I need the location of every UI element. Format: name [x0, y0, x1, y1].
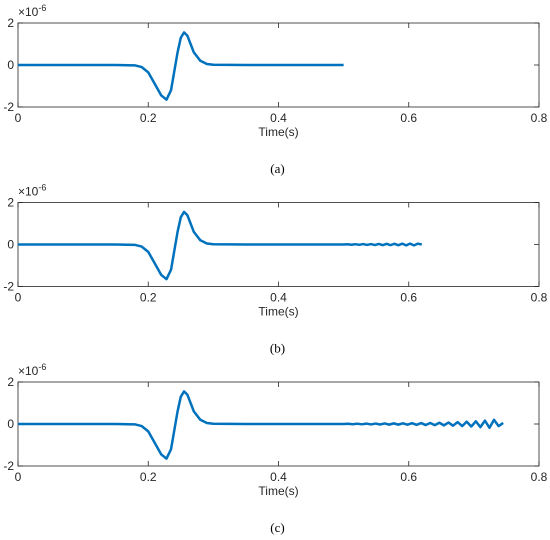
multiplier-exponent: -6: [38, 183, 46, 193]
x-tick-label: 0.2: [140, 111, 157, 125]
x-tick-label: 0.6: [400, 470, 417, 484]
x-tick-label: 0.6: [400, 291, 417, 305]
y-tick-label: -2: [3, 459, 14, 473]
y-tick-label: -2: [3, 280, 14, 294]
caption: (b): [270, 341, 285, 356]
data-line: [18, 210, 423, 281]
x-axis-label: Time(s): [258, 125, 298, 139]
y-multiplier: ×10-6: [18, 362, 46, 378]
y-tick-label: 2: [7, 375, 14, 389]
y-tick-label: 2: [7, 16, 14, 30]
x-axis-label: Time(s): [258, 305, 298, 319]
multiplier-base: ×10: [18, 185, 39, 199]
caption: (c): [270, 520, 284, 535]
x-tick-label: 0.4: [270, 470, 287, 484]
y-multiplier: ×10-6: [18, 183, 46, 199]
multiplier-exponent: -6: [38, 362, 46, 372]
data-line: [18, 31, 344, 101]
x-axis-label: Time(s): [258, 484, 298, 498]
y-tick-label: 0: [7, 238, 14, 252]
x-tick-label: 0.2: [140, 291, 157, 305]
y-tick-label: 0: [7, 417, 14, 431]
data-line: [18, 390, 504, 460]
caption: (a): [270, 161, 284, 176]
x-tick-label: 0: [15, 470, 22, 484]
y-tick-label: 2: [7, 196, 14, 210]
x-tick-label: 0.8: [531, 470, 548, 484]
y-multiplier: ×10-6: [18, 3, 46, 19]
x-tick-label: 0.4: [270, 291, 287, 305]
multiplier-base: ×10: [18, 364, 39, 378]
y-tick-label: 0: [7, 58, 14, 72]
multiplier-exponent: -6: [38, 3, 46, 13]
y-tick-label: -2: [3, 100, 14, 114]
x-tick-label: 0.8: [531, 111, 548, 125]
x-tick-label: 0.4: [270, 111, 287, 125]
multiplier-base: ×10: [18, 5, 39, 19]
x-tick-label: 0.2: [140, 470, 157, 484]
x-tick-label: 0.6: [400, 111, 417, 125]
x-tick-label: 0.8: [531, 291, 548, 305]
x-tick-label: 0: [15, 291, 22, 305]
x-tick-label: 0: [15, 111, 22, 125]
